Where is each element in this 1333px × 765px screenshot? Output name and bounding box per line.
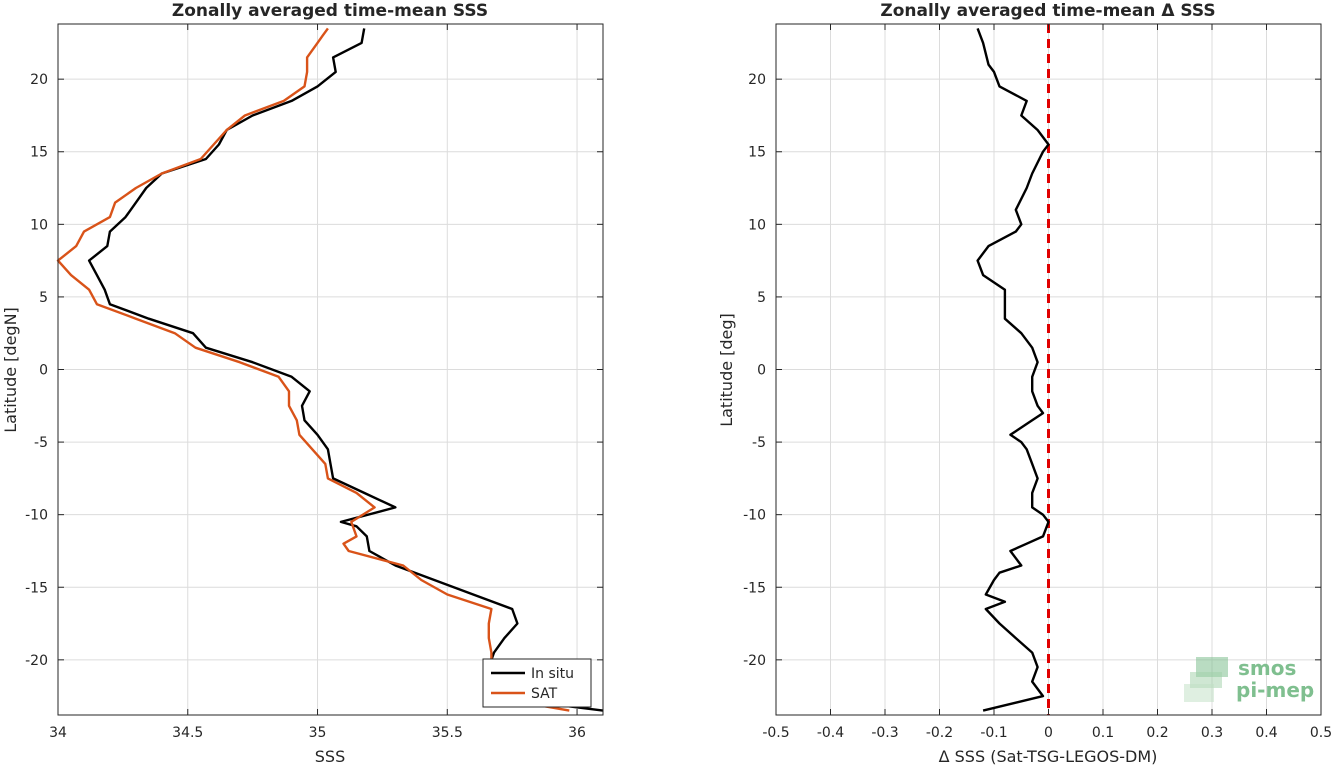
left-chart-series-lines (56, 27, 604, 712)
y-tick-label: -10 (743, 508, 766, 524)
left-chart-xlabel: SSS (315, 747, 345, 765)
series-line-series-0 (976, 27, 1050, 712)
y-tick-label: 15 (30, 145, 48, 161)
x-tick-label: 0 (1044, 725, 1053, 741)
series-line-sat (56, 27, 570, 712)
x-tick-label: 34 (49, 725, 67, 741)
x-tick-label: -0.2 (926, 725, 953, 741)
right-chart-delta-sss: Zonally averaged time-mean Δ SSS Δ SSS (… (717, 1, 1332, 765)
y-tick-label: -15 (743, 580, 766, 596)
y-tick-label: -5 (34, 435, 48, 451)
y-tick-label: 5 (39, 290, 48, 306)
y-tick-label: 0 (39, 363, 48, 379)
right-chart-axes: -0.5 -0.4 -0.3 -0.2 -0.1 0 0.1 0.2 0.3 0.4 0.5 -20 -… (743, 23, 1332, 741)
x-tick-label: 0.3 (1201, 725, 1223, 741)
legend-box (482, 658, 592, 708)
x-tick-label: 34.5 (172, 725, 203, 741)
left-chart-axes: 34 34.5 35 35.5 36 -20 -15 -10 -5 0 5 10 15 20 (25, 23, 604, 741)
y-tick-label: -15 (25, 580, 48, 596)
right-chart-title: Zonally averaged time-mean Δ SSS (880, 1, 1215, 21)
x-tick-label: 0.4 (1255, 725, 1277, 741)
smos-pi-mep-logo: smos pi-mep (1184, 656, 1314, 702)
x-tick-label: -0.5 (762, 725, 789, 741)
left-chart-title: Zonally averaged time-mean SSS (172, 1, 488, 21)
x-tick-label: -0.3 (871, 725, 898, 741)
y-tick-label: -10 (25, 508, 48, 524)
legend-label: SAT (531, 686, 558, 702)
y-tick-label: 0 (757, 363, 766, 379)
x-tick-label: 0.5 (1310, 725, 1332, 741)
y-tick-label: 10 (748, 217, 766, 233)
right-chart-series-lines (976, 24, 1050, 715)
x-tick-label: 0.2 (1146, 725, 1168, 741)
right-chart-xlabel: Δ SSS (Sat-TSG-LEGOS-DM) (939, 747, 1158, 765)
right-chart-ylabel: Latitude [deg] (717, 313, 736, 427)
axes-box (57, 23, 604, 716)
y-tick-label: -20 (25, 653, 48, 669)
left-chart-legend: In situ SAT (482, 658, 592, 708)
left-chart-sss: Zonally averaged time-mean SSS SSS Latit… (1, 1, 604, 765)
x-tick-label: 36 (568, 725, 586, 741)
y-tick-label: -5 (752, 435, 766, 451)
logo-text-pi-mep: pi-mep (1236, 678, 1314, 702)
axes-box (775, 23, 1322, 716)
y-tick-label: -20 (743, 653, 766, 669)
logo-shape-3 (1184, 684, 1214, 702)
y-tick-label: 20 (30, 72, 48, 88)
x-tick-label: 35 (309, 725, 327, 741)
y-tick-label: 20 (748, 72, 766, 88)
left-chart-ylabel: Latitude [degN] (1, 307, 20, 433)
series-line-in-situ (87, 28, 604, 712)
y-tick-label: 15 (748, 145, 766, 161)
x-tick-label: 35.5 (432, 725, 463, 741)
x-tick-label: -0.4 (817, 725, 844, 741)
y-tick-label: 5 (757, 290, 766, 306)
x-tick-label: 0.1 (1092, 725, 1114, 741)
x-tick-label: -0.1 (980, 725, 1007, 741)
y-tick-label: 10 (30, 217, 48, 233)
left-chart-grid (57, 24, 603, 715)
logo-text-smos: smos (1238, 656, 1296, 680)
legend-label: In situ (531, 666, 574, 682)
